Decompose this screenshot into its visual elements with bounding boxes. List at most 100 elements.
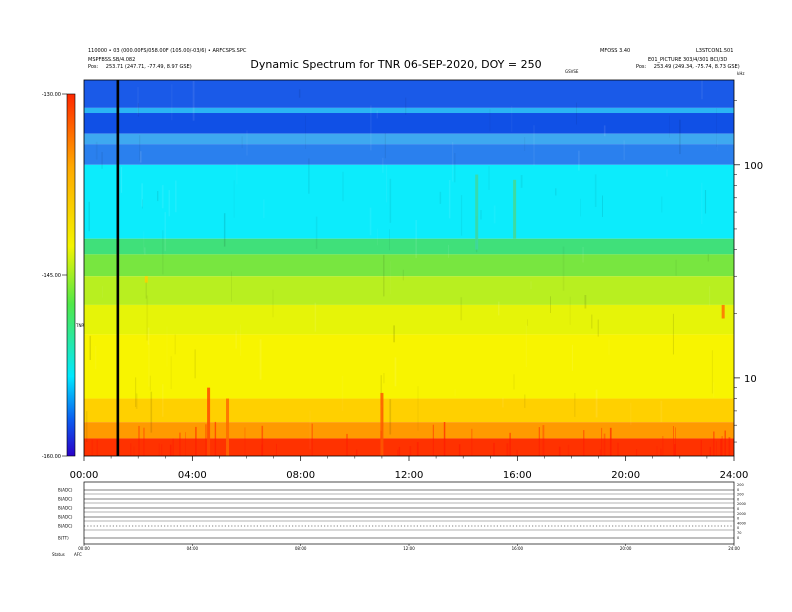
streak (669, 115, 670, 138)
streak (394, 357, 397, 387)
spectrum-bursts (144, 174, 725, 456)
row-label: B(ADC) (58, 506, 73, 511)
low-freq-streak (609, 427, 612, 456)
right-scale-label: 0 (737, 517, 739, 521)
band-8 (84, 276, 734, 305)
low-freq-streak (214, 421, 217, 456)
streak (377, 228, 378, 246)
low-freq-streak (516, 449, 518, 456)
streak (170, 356, 172, 390)
band-13 (84, 438, 734, 456)
x-tick-label: 24:00 (720, 470, 749, 481)
streak (493, 205, 496, 224)
low-freq-streak (311, 423, 313, 456)
streak (137, 103, 139, 117)
streak (135, 393, 138, 409)
band-6 (84, 238, 734, 255)
band-9 (84, 304, 734, 335)
right-scale-label: 0 (737, 536, 739, 540)
streak (562, 246, 565, 291)
streak (95, 141, 98, 160)
header-mid-right: MFOSS 3.40 (600, 48, 631, 54)
streak (584, 295, 587, 309)
streak (448, 244, 449, 258)
band-1 (84, 107, 734, 114)
streak (166, 326, 168, 367)
header-right-pos-value: 253.49 (249.34, -75.74, 8.73 GSE) (653, 64, 740, 70)
low-freq-streak (603, 433, 606, 456)
low-freq-streak (709, 446, 711, 456)
streak (246, 130, 248, 156)
row-label: B(ADC) (58, 488, 73, 493)
streak (415, 220, 417, 259)
low-freq-streak (91, 439, 94, 456)
streak (580, 198, 581, 217)
low-freq-streak (673, 426, 674, 456)
low-freq-streak (261, 425, 264, 456)
band-12 (84, 422, 734, 439)
header-left-pos-label: Pos: (88, 64, 99, 70)
low-freq-streak (656, 446, 658, 456)
low-freq-streak (713, 431, 715, 456)
streak (672, 313, 674, 355)
streak (175, 180, 177, 213)
streak (384, 133, 386, 159)
streak (527, 319, 528, 326)
streak (370, 105, 372, 151)
streak (386, 165, 388, 203)
streak (530, 281, 532, 289)
streak (86, 411, 88, 442)
streak (141, 183, 143, 207)
right-top-label: kHz (737, 71, 744, 76)
streak (602, 195, 603, 217)
low-freq-streak (506, 443, 509, 456)
right-scale-label: 4000 (737, 521, 746, 525)
low-freq-streak (432, 424, 434, 456)
row-label: B(ADC) (58, 497, 73, 502)
streak (309, 410, 311, 450)
streak (157, 191, 159, 202)
header-right-pos: Pos: 253.49 (249.34, -75.74, 8.73 GSE) (636, 64, 740, 70)
low-freq-streak (675, 427, 676, 456)
band-7 (84, 254, 734, 277)
low-freq-streak (169, 444, 172, 456)
streak (701, 80, 703, 100)
streak (102, 286, 103, 298)
streak (146, 295, 149, 341)
status-value: AFC (74, 552, 82, 557)
right-scale-label: 2000 (737, 512, 746, 516)
right-scale-label: 0 (737, 526, 739, 530)
low-freq-streak (538, 427, 540, 456)
burst-1 (226, 398, 230, 456)
low-freq-streak (601, 427, 603, 456)
header-right-line1: L3STCON1.501 (696, 48, 734, 54)
row-label: B(TT) (58, 536, 69, 541)
streak (595, 389, 598, 418)
streak (272, 289, 274, 318)
low-freq-streak (716, 441, 717, 456)
streak (259, 339, 262, 380)
low-freq-streak (409, 446, 412, 456)
low-freq-streak (133, 446, 135, 456)
streak (161, 185, 164, 209)
streak (498, 301, 500, 316)
low-freq-streak (583, 430, 585, 456)
streak (135, 377, 137, 407)
status-label: Status (52, 552, 65, 557)
streak (597, 319, 599, 337)
low-freq-streak (138, 425, 140, 456)
streak (576, 102, 577, 125)
streak (460, 195, 463, 236)
panel-tick-label: 20:00 (620, 546, 632, 551)
streak (709, 286, 711, 306)
row-label: B(ADC) (58, 515, 73, 520)
x-tick-label: 16:00 (503, 470, 532, 481)
streak (231, 271, 232, 302)
panel-tick-label: 04:00 (187, 546, 199, 551)
low-freq-streak (195, 426, 197, 456)
streak (578, 150, 580, 171)
streak (525, 324, 527, 367)
x-axis-ticks: 00:00 04:00 08:00 12:00 16:00 20:00 24:00 (70, 456, 749, 481)
streak (520, 175, 523, 188)
low-freq-streak (179, 432, 181, 456)
